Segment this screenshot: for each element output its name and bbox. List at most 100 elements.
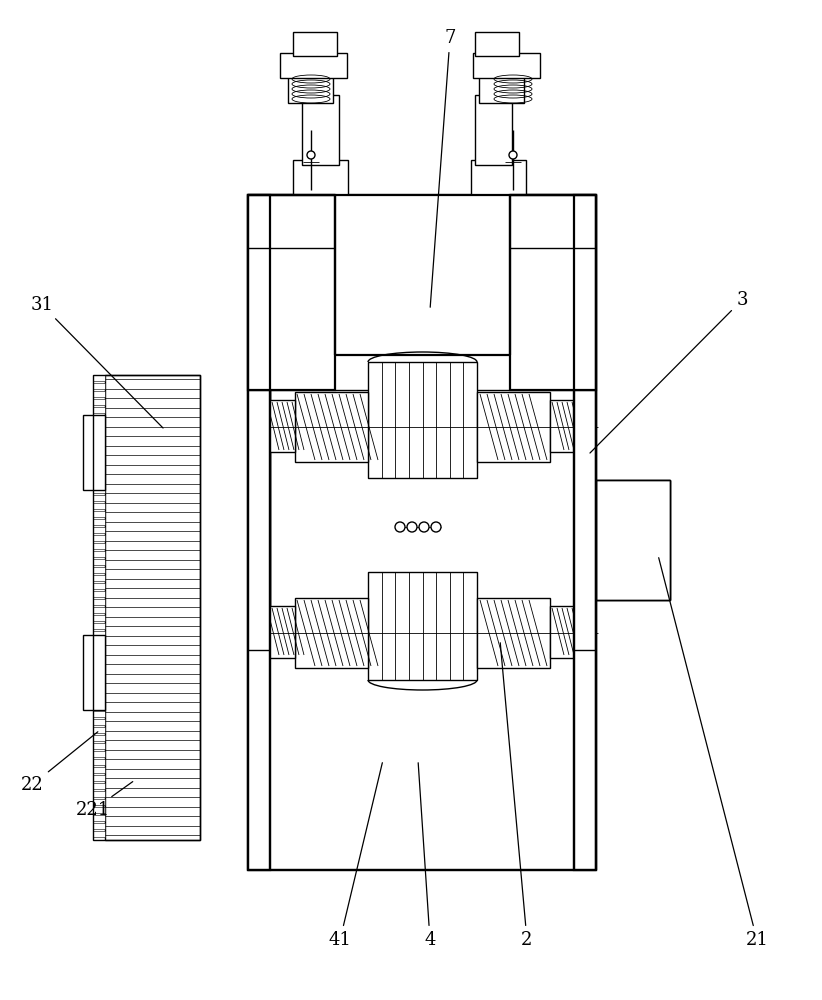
Bar <box>93 511 105 517</box>
Bar <box>93 791 105 797</box>
Text: 4: 4 <box>418 763 436 949</box>
Bar <box>93 391 105 397</box>
Bar <box>93 679 105 685</box>
Bar <box>280 53 347 78</box>
Text: 31: 31 <box>30 296 163 428</box>
Bar <box>93 631 105 637</box>
Bar <box>93 527 105 533</box>
Bar <box>510 195 596 390</box>
Bar <box>458 195 568 228</box>
Bar <box>93 663 105 669</box>
Bar <box>368 362 477 478</box>
Circle shape <box>307 151 315 159</box>
Bar <box>93 407 105 413</box>
Bar <box>265 400 295 452</box>
Bar <box>479 75 524 103</box>
Bar <box>93 495 105 501</box>
Text: 21: 21 <box>658 558 769 949</box>
Bar <box>93 623 105 629</box>
Bar <box>93 807 105 813</box>
Circle shape <box>509 151 517 159</box>
Text: 2: 2 <box>501 643 533 949</box>
Bar <box>93 415 105 421</box>
Bar <box>93 375 105 381</box>
Bar <box>93 423 105 429</box>
Bar <box>93 455 105 461</box>
Bar <box>265 606 295 658</box>
Bar <box>473 53 540 78</box>
Bar <box>93 695 105 701</box>
Bar <box>248 195 596 870</box>
Bar <box>83 635 105 710</box>
Bar <box>93 687 105 693</box>
Bar <box>93 647 105 653</box>
Bar <box>93 711 105 717</box>
Bar <box>475 32 519 56</box>
Bar <box>93 815 105 821</box>
Bar <box>295 392 368 462</box>
Bar <box>293 160 348 200</box>
Circle shape <box>395 522 405 532</box>
Text: 221: 221 <box>76 782 132 819</box>
Bar <box>93 479 105 485</box>
Circle shape <box>431 522 441 532</box>
Bar <box>93 831 105 837</box>
Bar <box>93 447 105 453</box>
Bar <box>248 195 270 870</box>
Bar <box>93 551 105 557</box>
Bar <box>93 439 105 445</box>
Bar <box>93 607 105 613</box>
Bar <box>93 519 105 525</box>
Bar <box>93 463 105 469</box>
Bar <box>93 591 105 597</box>
Bar <box>93 375 200 840</box>
Bar <box>93 471 105 477</box>
Bar <box>550 400 580 452</box>
Bar <box>295 598 368 668</box>
Bar <box>93 431 105 437</box>
Bar <box>596 480 670 600</box>
Bar <box>93 639 105 645</box>
Text: 22: 22 <box>21 732 98 794</box>
Bar <box>550 606 580 658</box>
Bar <box>93 775 105 781</box>
Circle shape <box>419 522 429 532</box>
Bar <box>574 195 596 870</box>
Bar <box>288 75 333 103</box>
Bar <box>93 751 105 757</box>
Bar <box>93 559 105 565</box>
Bar <box>93 799 105 805</box>
Bar <box>93 487 105 493</box>
Bar <box>93 535 105 541</box>
Bar <box>477 598 550 668</box>
Bar <box>596 480 670 600</box>
Circle shape <box>407 522 417 532</box>
Bar <box>93 543 105 549</box>
Bar <box>248 390 270 650</box>
Bar <box>83 415 105 490</box>
Text: 41: 41 <box>329 763 382 949</box>
Bar <box>335 195 510 355</box>
Bar <box>93 615 105 621</box>
Bar <box>93 671 105 677</box>
Bar <box>293 32 337 56</box>
Bar <box>93 599 105 605</box>
Bar <box>93 743 105 749</box>
Bar <box>248 195 335 390</box>
Text: 3: 3 <box>590 291 748 453</box>
Bar <box>475 95 512 165</box>
Bar <box>93 767 105 773</box>
Bar <box>93 575 105 581</box>
Bar <box>93 567 105 573</box>
Bar <box>477 392 550 462</box>
Bar <box>93 655 105 661</box>
Text: 7: 7 <box>430 29 455 307</box>
Bar <box>105 375 200 840</box>
Bar <box>93 719 105 725</box>
Bar <box>93 727 105 733</box>
Bar <box>93 503 105 509</box>
Bar <box>368 572 477 680</box>
Bar <box>93 759 105 765</box>
Bar <box>93 823 105 829</box>
Bar <box>93 783 105 789</box>
